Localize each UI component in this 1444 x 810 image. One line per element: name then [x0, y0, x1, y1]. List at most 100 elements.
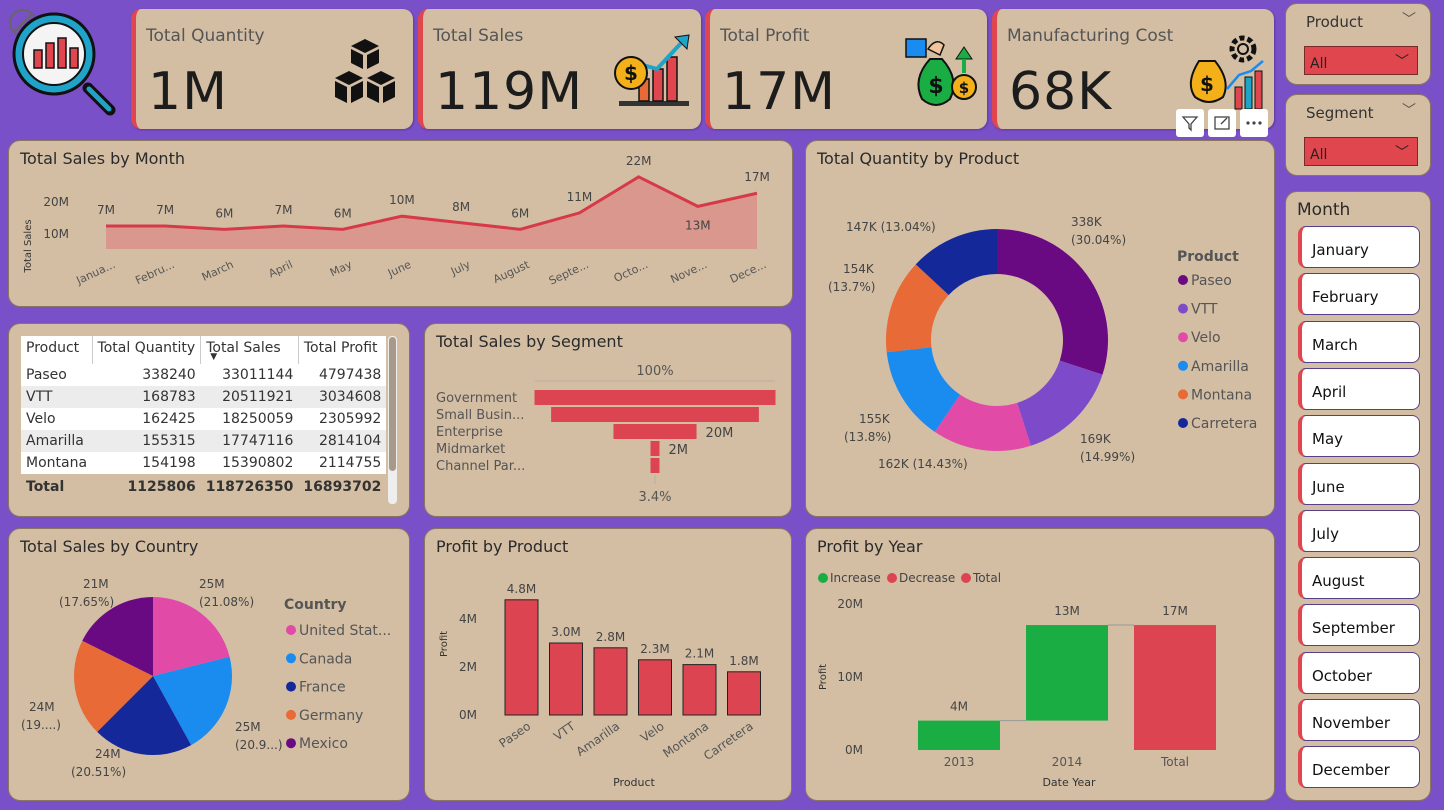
sales-growth-icon: $	[614, 34, 690, 106]
product-table-panel: Product Total Quantity Total Sales ▼ Tota…	[8, 323, 410, 517]
bar-label: 20M	[706, 426, 734, 441]
table-row[interactable]: VTT 168783 20511921 3034608	[21, 386, 387, 408]
product-table[interactable]: Product Total Quantity Total Sales ▼ Tota…	[21, 336, 387, 498]
cost-gear-icon: $	[1189, 35, 1264, 110]
column-header[interactable]: Product	[21, 336, 93, 364]
category-label: Small Busin...	[436, 408, 524, 423]
y-axis-label: Profit	[818, 664, 829, 690]
dropdown-value: All	[1310, 56, 1328, 72]
month-item-label: September	[1312, 619, 1395, 638]
kpi-total-sales[interactable]: Total Sales 119M $	[418, 9, 701, 129]
sort-descending-icon: ▼	[210, 352, 218, 362]
chevron-down-icon[interactable]: ﹀	[1402, 12, 1416, 28]
data-label: 7M	[275, 203, 293, 217]
sales-line	[106, 175, 758, 231]
data-label: 11M	[567, 190, 593, 204]
product-slicer: Product ﹀ All ﹀	[1285, 3, 1431, 85]
column-header[interactable]: Total Sales ▼	[200, 336, 299, 364]
month-item-december[interactable]: December	[1298, 746, 1420, 789]
y-tick-label: 10M	[837, 670, 863, 684]
data-label: 6M	[511, 206, 529, 220]
pie-slice	[82, 597, 153, 676]
bar-label: 2.8M	[596, 630, 625, 644]
pie-slice	[1017, 360, 1103, 446]
month-item-july[interactable]: July	[1298, 509, 1420, 552]
table-row[interactable]: Amarilla 155315 17747116 2814104	[21, 430, 387, 452]
segment-funnel-plot: 100% 3.4% Government Small Busin... Enterp…	[436, 364, 776, 505]
sales-by-month-chart[interactable]: Total Sales by Month Total Sales 20M 10M…	[8, 140, 793, 307]
month-item-february[interactable]: February	[1298, 273, 1420, 316]
bar-label: 2M	[669, 443, 689, 458]
month-item-label: July	[1312, 524, 1339, 543]
category-label: Channel Par...	[436, 459, 525, 474]
month-item-may[interactable]: May	[1298, 415, 1420, 458]
table-row[interactable]: Paseo 338240 33011144 4797438	[21, 364, 387, 386]
svg-text:$: $	[1200, 72, 1214, 96]
month-item-january[interactable]: January	[1298, 226, 1420, 268]
x-tick-label: April	[267, 258, 295, 280]
data-label: 17M	[744, 170, 770, 184]
month-item-label: August	[1312, 572, 1365, 591]
pie-slice	[153, 597, 230, 676]
kpi-label: Total Profit	[720, 26, 810, 46]
dropdown-value: All	[1310, 147, 1328, 163]
legend-marker	[1178, 332, 1188, 343]
month-item-november[interactable]: November	[1298, 699, 1420, 741]
column-header[interactable]: Total Profit	[297, 336, 387, 364]
month-item-august[interactable]: August	[1298, 557, 1420, 600]
bar-label: 2.3M	[640, 642, 669, 656]
product-dropdown[interactable]: All ﹀	[1304, 46, 1418, 75]
svg-text:$: $	[928, 74, 943, 99]
pie-slice	[886, 347, 961, 432]
scrollbar-thumb[interactable]	[389, 337, 396, 471]
x-tick-label: Septe...	[547, 258, 591, 288]
x-tick-label: Janua...	[74, 258, 118, 288]
table-scrollbar[interactable]	[388, 336, 397, 504]
legend-marker	[286, 738, 296, 749]
x-tick-label: May	[328, 258, 355, 280]
profit-bar	[682, 664, 717, 716]
svg-text:$: $	[624, 61, 638, 85]
legend-item: VTT	[1191, 302, 1218, 318]
x-tick-label: June	[385, 258, 413, 280]
profit-by-product-chart[interactable]: Profit by Product Profit Product 4M 2M 0…	[424, 528, 792, 801]
month-item-label: December	[1312, 761, 1390, 780]
month-item-september[interactable]: September	[1298, 604, 1420, 647]
profit-bar	[593, 647, 628, 716]
quantity-by-product-chart[interactable]: Total Quantity by Product 338K (30.04%) …	[805, 140, 1275, 517]
category-label: Midmarket	[436, 442, 505, 457]
legend-decrease: Decrease	[899, 571, 955, 585]
slice-label: 24M	[95, 747, 121, 761]
profit-by-year-chart[interactable]: Profit by Year Increase Decrease Total P…	[805, 528, 1275, 801]
month-item-june[interactable]: June	[1298, 462, 1420, 505]
bar-label: 13M	[1054, 604, 1080, 618]
column-header[interactable]: Total Quantity	[91, 336, 201, 364]
kpi-label: Manufacturing Cost	[1007, 26, 1174, 46]
segment-slicer: Segment ﹀ All ﹀	[1285, 94, 1431, 176]
table-row[interactable]: Velo 162425 18250059 2305992	[21, 408, 387, 430]
data-label: 13M	[685, 218, 711, 232]
kpi-total-profit[interactable]: Total Profit 17M $ $	[705, 9, 987, 129]
month-item-april[interactable]: April	[1298, 367, 1420, 410]
logo	[8, 8, 120, 120]
table-row[interactable]: Montana 154198 15390802 2114755	[21, 452, 387, 474]
slice-label: 162K (14.43%)	[878, 457, 968, 471]
legend-marker	[286, 625, 296, 635]
legend-marker	[1178, 389, 1188, 400]
kpi-total-quantity[interactable]: Total Quantity 1M	[131, 9, 413, 129]
more-options-icon[interactable]	[1240, 109, 1268, 137]
y-tick-label: 20M	[837, 597, 863, 611]
pie-slice	[997, 229, 1108, 375]
sales-by-country-chart[interactable]: Total Sales by Country 25M (21.08%) 25M …	[8, 528, 410, 801]
chevron-down-icon[interactable]: ﹀	[1402, 103, 1416, 119]
chart-title: Total Sales by Segment	[436, 332, 623, 351]
data-label: 6M	[334, 206, 352, 220]
sales-by-segment-chart[interactable]: Total Sales by Segment 100% 3.4% Governm…	[424, 323, 792, 517]
filter-icon[interactable]	[1176, 109, 1204, 137]
legend-marker	[286, 681, 296, 692]
focus-mode-icon[interactable]	[1208, 109, 1236, 137]
legend-marker	[286, 653, 296, 664]
segment-dropdown[interactable]: All ﹀	[1304, 137, 1418, 166]
month-item-march[interactable]: March	[1298, 320, 1420, 363]
month-item-october[interactable]: October	[1298, 651, 1420, 694]
